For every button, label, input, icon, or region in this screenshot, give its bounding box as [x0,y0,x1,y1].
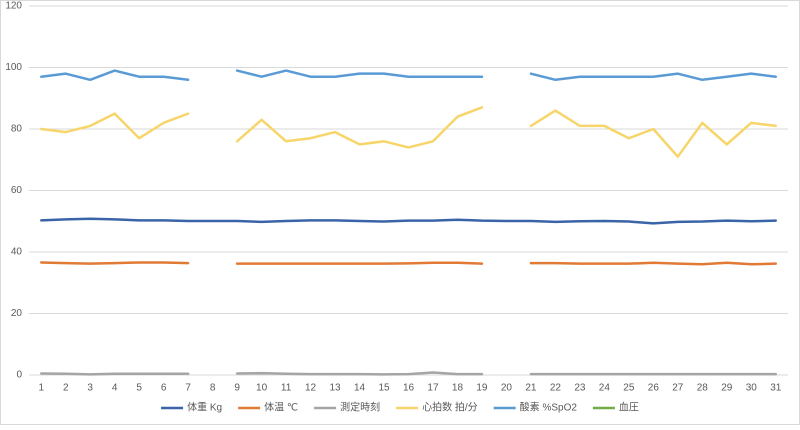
legend-label: 血圧 [619,401,639,414]
x-tick-label: 21 [525,383,537,394]
series-line [39,371,778,376]
y-tick-label: 40 [11,247,23,258]
x-tick-label: 28 [697,383,709,394]
x-tick-label: 12 [305,383,317,394]
legend-label: 心拍数 拍/分 [422,401,478,414]
x-tick-label: 23 [574,383,586,394]
x-tick-label: 26 [648,383,660,394]
series-line [39,261,778,266]
x-tick-label: 6 [161,383,167,394]
series-line [39,69,778,82]
x-tick-label: 13 [329,383,341,394]
x-tick-label: 4 [112,383,118,394]
legend-label: 体温 ℃ [264,402,298,414]
x-tick-label: 9 [234,383,240,394]
series-line [39,106,778,158]
y-tick-label: 100 [5,62,22,73]
x-tick-label: 2 [63,383,69,394]
legend-label: 体重 Kg [187,401,222,414]
x-tick-label: 7 [185,383,191,394]
x-tick-label: 17 [427,383,439,394]
x-tick-label: 14 [354,383,366,394]
y-tick-label: 0 [16,370,22,381]
x-tick-label: 5 [136,383,142,394]
x-tick-label: 15 [378,383,390,394]
x-tick-label: 16 [403,383,415,394]
x-tick-label: 20 [501,383,513,394]
x-tick-label: 3 [87,383,93,394]
y-tick-label: 120 [5,1,22,12]
x-tick-label: 22 [550,383,562,394]
y-tick-label: 20 [11,308,23,319]
x-tick-label: 8 [210,383,216,394]
x-tick-label: 1 [38,383,44,394]
x-tick-label: 10 [256,383,268,394]
x-tick-label: 30 [746,383,758,394]
legend-label: 酸素 %SpO2 [520,401,578,414]
x-tick-label: 31 [770,383,782,394]
x-tick-label: 24 [599,383,611,394]
x-tick-label: 18 [452,383,464,394]
x-tick-label: 19 [476,383,488,394]
x-tick-label: 11 [281,383,292,394]
y-tick-label: 80 [11,124,23,135]
x-tick-label: 25 [623,383,635,394]
x-tick-label: 27 [672,383,684,394]
y-tick-label: 60 [11,185,23,196]
series-line [39,217,778,225]
legend-label: 測定時刻 [340,401,380,414]
x-tick-label: 29 [721,383,733,394]
